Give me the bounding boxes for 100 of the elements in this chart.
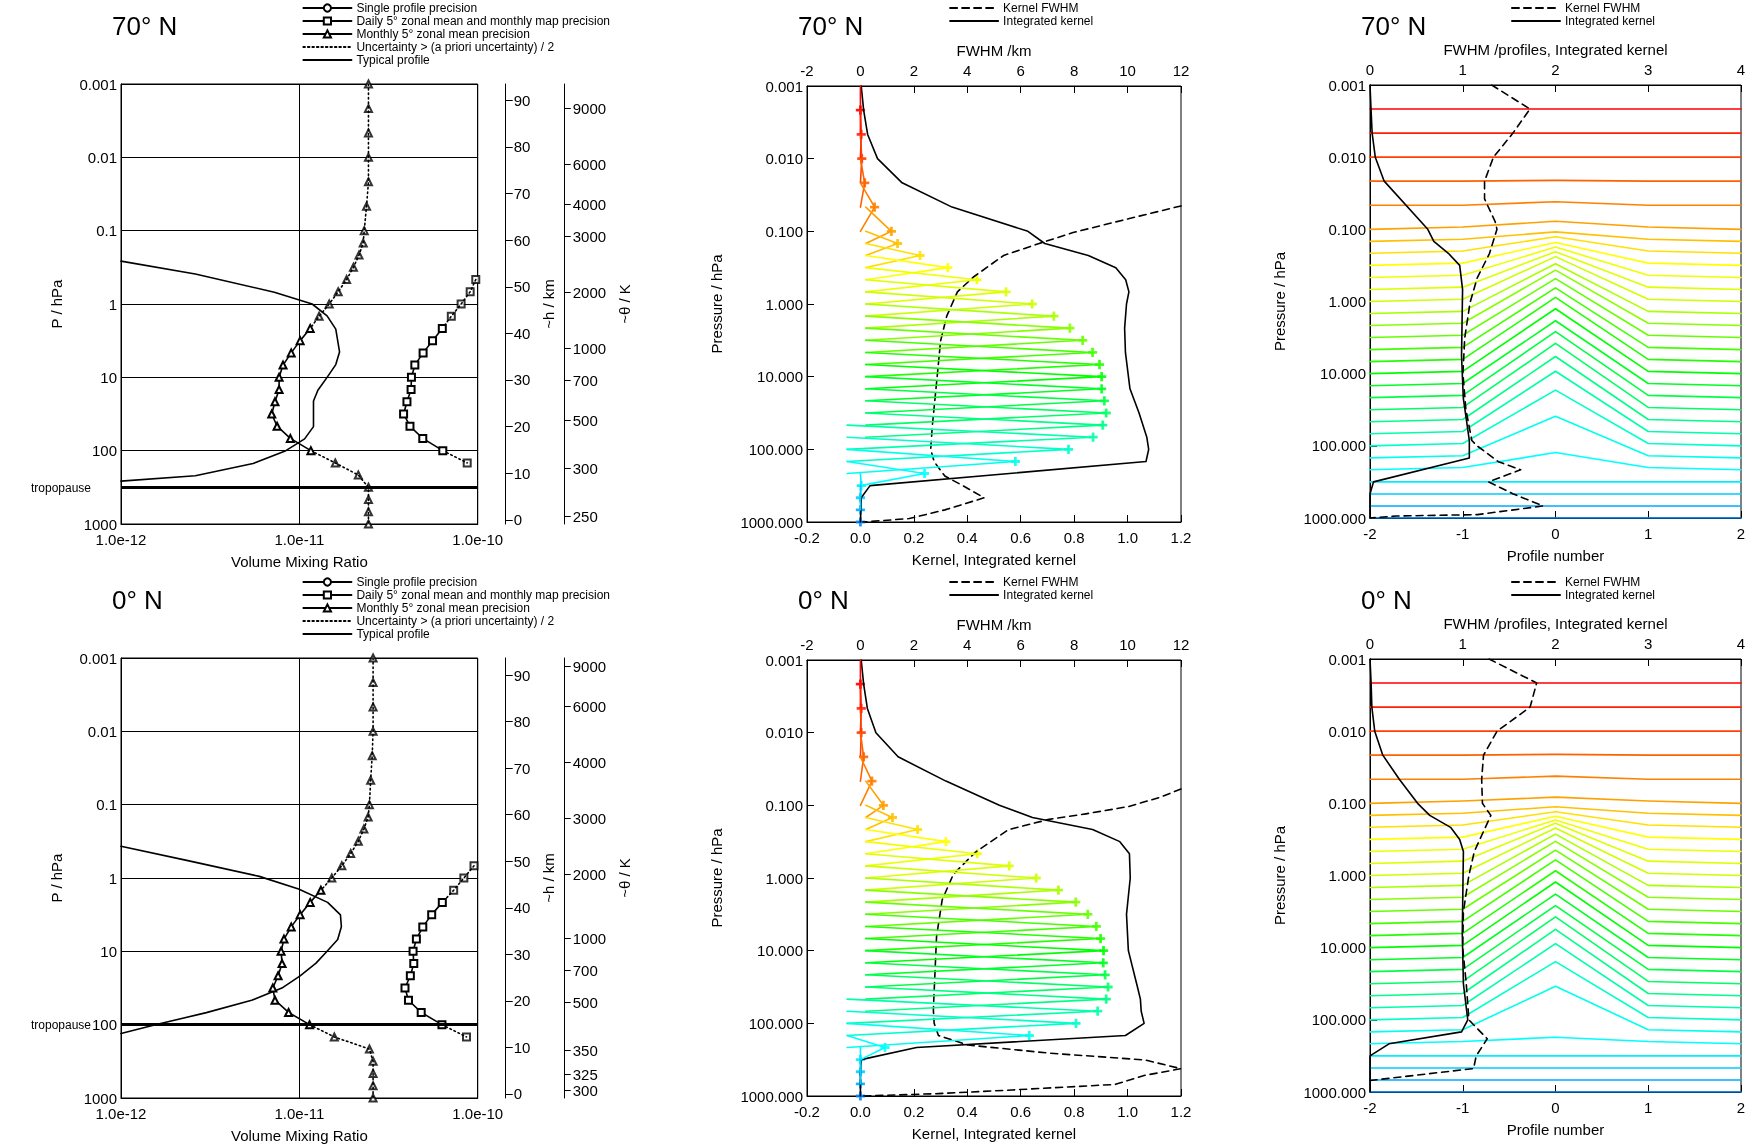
y3-tick-label: 0 (513, 1085, 523, 1103)
category-label: 3000 (572, 227, 607, 245)
y-tick-label: 1000.000 (1303, 1083, 1366, 1101)
y3-tick-label: 60 (513, 806, 531, 824)
x2-tick-label: 8 (1069, 62, 1079, 79)
x2-tick-label: 2 (1551, 635, 1560, 652)
x2-axis-title: FWHM /km (956, 42, 1032, 60)
x-tick-label: 1.0e-10 (452, 531, 504, 548)
category-label: 4000 (572, 195, 607, 213)
y3-tick-label: 10 (513, 464, 531, 482)
x-tick-label: 1.0 (1117, 529, 1138, 546)
y-tick-label: 1 (108, 295, 117, 313)
x-tick-label: 0.4 (956, 529, 978, 546)
x2-tick-label: 10 (1119, 62, 1136, 79)
x-tick-label: 0.8 (1063, 1103, 1085, 1120)
y-tick-label: 0.100 (765, 796, 803, 814)
y3-tick-label: 10 (513, 1038, 531, 1056)
y-tick-label: 100.000 (748, 1014, 803, 1032)
y-tick-label: 10.000 (1320, 939, 1366, 957)
category-label: 6000 (572, 697, 607, 715)
x2-axis-title: FWHM /km (956, 616, 1032, 634)
x-tick-label: 0.2 (903, 1103, 925, 1120)
y3-tick-label: 90 (513, 91, 531, 109)
x2-axis-title: FWHM /profiles, Integrated kernel (1443, 615, 1668, 633)
y-axis-title: Pressure / hPa (1271, 251, 1289, 352)
y3-tick-label: 80 (513, 713, 531, 731)
y-tick-label: 1000 (83, 515, 117, 533)
y-axis-title: Pressure / hPa (1271, 825, 1289, 926)
x-axis-title: Profile number (1506, 547, 1605, 564)
y-tick-label: 10 (100, 368, 117, 386)
x-tick-label: 1.0e-11 (274, 531, 325, 548)
legend-label: Single profile precision (356, 575, 478, 589)
x2-tick-label: 0 (1365, 635, 1375, 652)
legend-label: Integrated kernel (1003, 588, 1094, 602)
category-label: 2000 (572, 283, 607, 301)
y-tick-label: 10.000 (757, 368, 803, 386)
y-tick-label: 0.010 (765, 724, 803, 742)
y-tick-label: 0.001 (765, 77, 803, 95)
legend-label: Integrated kernel (1564, 588, 1656, 602)
legend-label: Uncertainty > (a priori uncertainty) / 2 (356, 40, 555, 54)
chart-title: 0° N (1361, 585, 1412, 615)
chart-title: 70° N (798, 11, 864, 41)
x-tick-label: 0.6 (1010, 529, 1032, 546)
y-axis-title: P / hPa (48, 852, 65, 903)
y-tick-label: 100 (91, 1016, 117, 1034)
y-tick-label: 0.01 (87, 148, 117, 166)
y-tick-label: 10.000 (1320, 365, 1366, 383)
x-tick-label: 0.6 (1010, 1103, 1032, 1120)
y-tick-label: 0.001 (1328, 650, 1366, 668)
category-label: 2000 (572, 865, 607, 883)
y-tick-label: 100.000 (748, 440, 803, 458)
y3-axis-title: ~h / km (540, 279, 558, 329)
y-tick-label: 0.1 (96, 222, 117, 240)
legend-label: Monthly 5° zonal mean precision (356, 27, 530, 41)
y3-axis-title: ~h / km (540, 853, 558, 903)
x-axis-title: Kernel, Integrated kernel (911, 1125, 1077, 1142)
ref-line-label: tropopause (30, 1017, 92, 1032)
y-axis-title: Pressure / hPa (708, 253, 726, 354)
y3-tick-label: 80 (513, 138, 531, 156)
y-tick-label: 1 (108, 869, 117, 887)
chart-title: 70° N (112, 11, 178, 41)
x-tick-label: 0.8 (1063, 529, 1085, 546)
category-label: 500 (572, 993, 598, 1011)
y-tick-label: 1000.000 (740, 513, 803, 531)
y-tick-label: 10 (100, 942, 117, 960)
x2-tick-label: 1 (1458, 61, 1467, 78)
y-tick-label: 100.000 (1311, 437, 1366, 455)
category-label: 6000 (572, 155, 607, 173)
x2-tick-label: -2 (800, 636, 814, 653)
chart-title: 70° N (1361, 11, 1427, 41)
x-axis-title: Kernel, Integrated kernel (911, 551, 1077, 568)
x2-tick-label: 1 (1458, 635, 1467, 652)
x-tick-label: -0.2 (794, 529, 820, 546)
x-axis-title: Volume Mixing Ratio (231, 1127, 368, 1144)
x2-tick-label: 4 (963, 636, 972, 653)
x2-tick-label: 12 (1172, 636, 1190, 653)
y-tick-label: 100 (91, 442, 117, 460)
x-tick-label: -2 (1363, 525, 1377, 542)
x2-tick-label: 0 (1365, 61, 1375, 78)
x-tick-label: 2 (1736, 1099, 1746, 1116)
x-tick-label: 1.0e-10 (452, 1105, 504, 1122)
legend-label: Typical profile (356, 627, 431, 641)
x2-tick-label: 3 (1644, 635, 1653, 652)
x2-tick-label: 0 (856, 636, 865, 653)
y-tick-label: 0.010 (765, 150, 803, 168)
y-axis-title: P / hPa (48, 278, 65, 329)
legend-label: Single profile precision (356, 1, 478, 15)
x2-tick-label: 4 (1736, 635, 1746, 652)
y-tick-label: 10.000 (757, 942, 803, 960)
category-label: 700 (572, 961, 598, 979)
y-tick-label: 1.000 (765, 295, 803, 313)
legend-label: Daily 5° zonal mean and monthly map precision (356, 14, 610, 28)
x-tick-label: 0 (1551, 525, 1560, 542)
legend-label: Integrated kernel (1564, 14, 1656, 28)
y3-tick-label: 50 (513, 278, 531, 296)
y-tick-label: 0.001 (79, 649, 117, 667)
x-tick-label: -2 (1363, 1099, 1377, 1116)
x-tick-label: 1.0e-12 (95, 1105, 147, 1122)
x2-tick-label: 12 (1172, 62, 1190, 79)
y-tick-label: 1.000 (1328, 293, 1366, 310)
